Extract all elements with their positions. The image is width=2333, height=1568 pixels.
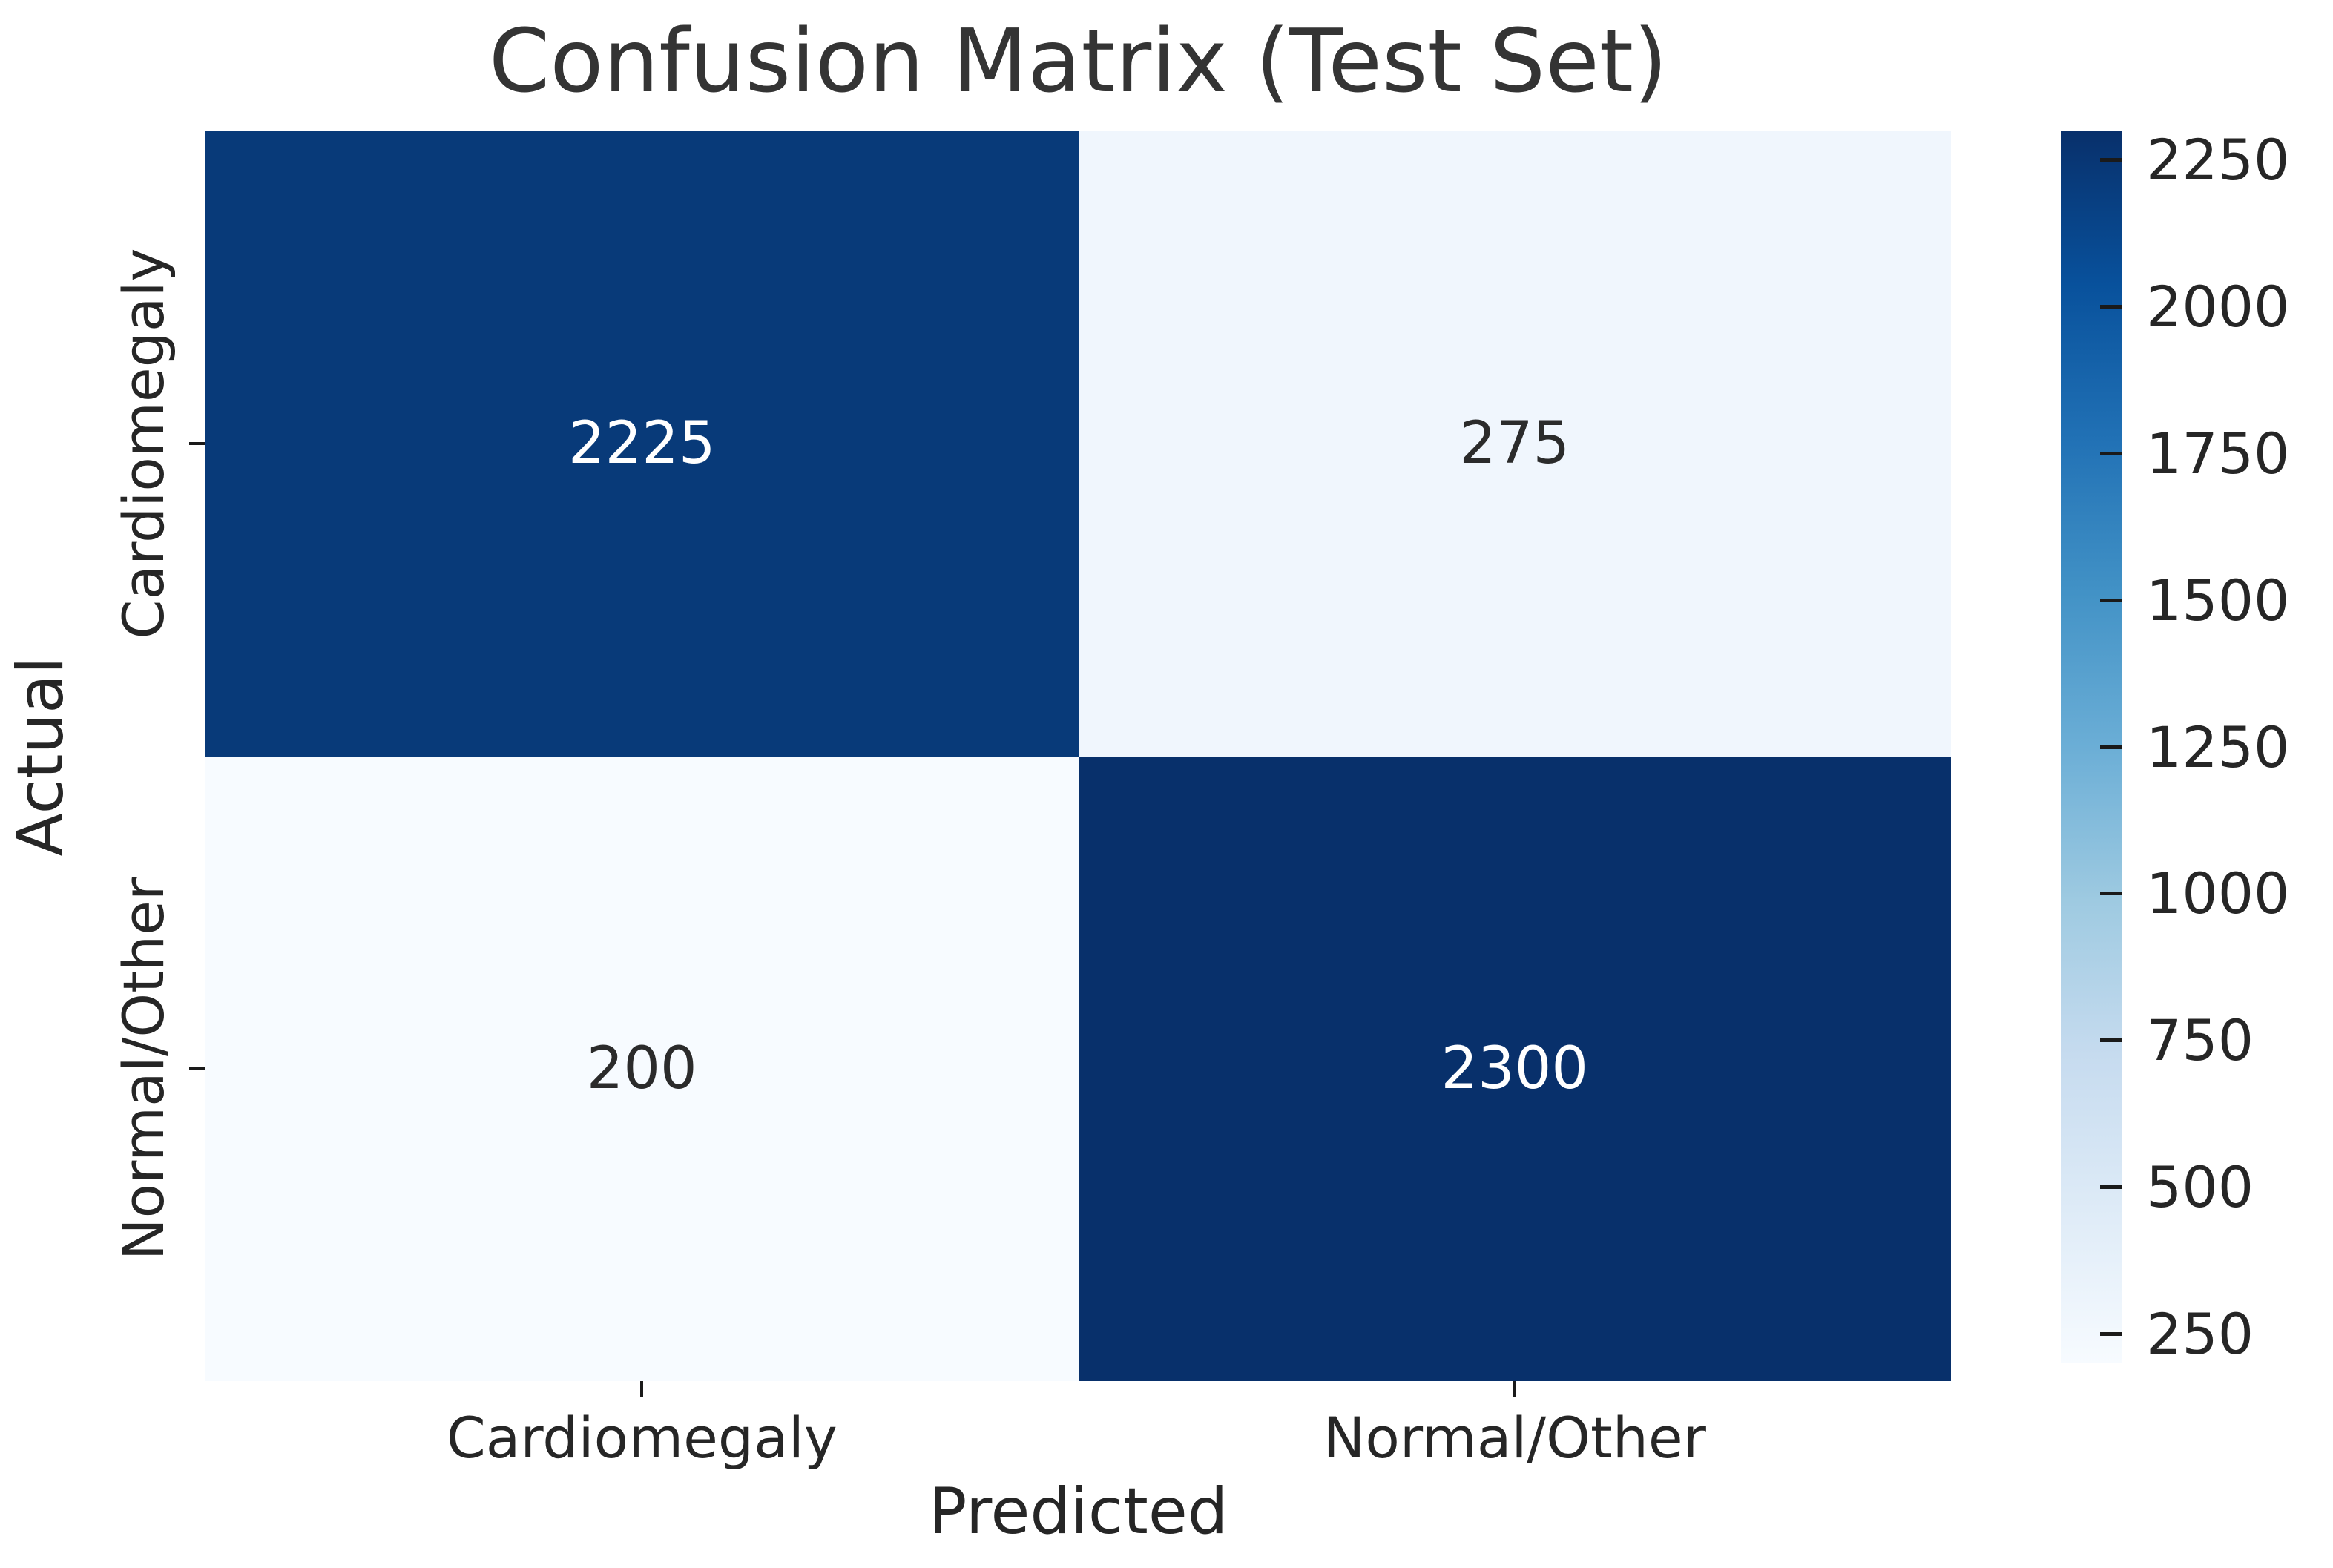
y-tick-label: Cardiomegaly	[110, 248, 177, 639]
colorbar-tick-label: 1750	[2146, 420, 2290, 487]
colorbar-tick-label: 1250	[2146, 714, 2290, 780]
colorbar-tick-label: 250	[2146, 1300, 2254, 1367]
colorbar-tick-label: 2000	[2146, 273, 2290, 340]
x-tick-mark	[640, 1381, 644, 1397]
colorbar-tick-mark	[2100, 1331, 2122, 1336]
x-tick-mark	[1513, 1381, 1516, 1397]
y-tick-label: Normal/Other	[110, 877, 177, 1260]
heatmap-cell-r1c0: 200	[205, 756, 1079, 1381]
x-tick-label: Cardiomegaly	[446, 1405, 838, 1471]
colorbar-tick-label: 1000	[2146, 860, 2290, 927]
colorbar-tick-label: 500	[2146, 1154, 2254, 1221]
heatmap-cell-r1c1: 2300	[1078, 756, 1951, 1381]
colorbar-tick-mark	[2100, 892, 2122, 896]
colorbar-tick-mark	[2100, 158, 2122, 162]
cell-value: 275	[1459, 410, 1570, 478]
colorbar-tick-mark	[2100, 1038, 2122, 1043]
x-axis-title: Predicted	[928, 1475, 1228, 1549]
heatmap-cell-r0c1: 275	[1078, 131, 1951, 757]
colorbar-tick-label: 2250	[2146, 127, 2290, 194]
colorbar-tick-mark	[2100, 304, 2122, 309]
cell-value: 2300	[1441, 1035, 1588, 1102]
heatmap-grid: 2225 275 200 2300	[205, 131, 1951, 1381]
colorbar-tick-mark	[2100, 451, 2122, 455]
x-tick-label: Normal/Other	[1323, 1405, 1706, 1471]
heatmap-cell-r0c0: 2225	[205, 131, 1079, 757]
y-axis-title: Actual	[4, 656, 78, 857]
cell-value: 2225	[567, 410, 716, 478]
colorbar-tick-mark	[2100, 598, 2122, 602]
y-tick-mark	[189, 442, 205, 446]
colorbar-tick-label: 1500	[2146, 567, 2290, 633]
colorbar-tick-mark	[2100, 745, 2122, 749]
cell-value: 200	[586, 1035, 697, 1102]
chart-title: Confusion Matrix (Test Set)	[488, 10, 1668, 112]
colorbar-tick-mark	[2100, 1185, 2122, 1190]
colorbar-tick-label: 750	[2146, 1007, 2254, 1074]
y-tick-mark	[189, 1067, 205, 1070]
